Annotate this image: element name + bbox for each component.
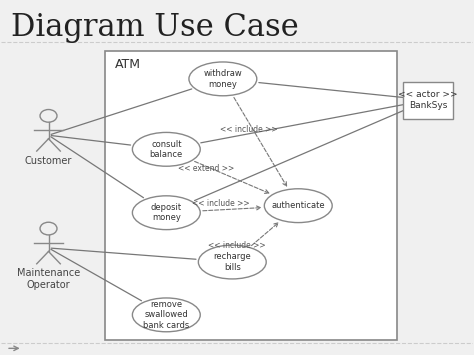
Text: << include >>: << include >>	[208, 241, 266, 250]
Text: Maintenance
Operator: Maintenance Operator	[17, 268, 80, 290]
Ellipse shape	[132, 196, 200, 230]
FancyBboxPatch shape	[403, 82, 453, 119]
Text: << actor >>
BankSys: << actor >> BankSys	[398, 90, 458, 110]
Text: << include >>: << include >>	[220, 125, 278, 135]
Ellipse shape	[198, 245, 266, 279]
Ellipse shape	[264, 189, 332, 223]
Text: deposit
money: deposit money	[151, 203, 182, 223]
Ellipse shape	[132, 132, 200, 166]
Text: ATM: ATM	[115, 58, 140, 71]
Text: consult
balance: consult balance	[150, 140, 183, 159]
Text: authenticate: authenticate	[272, 201, 325, 210]
Ellipse shape	[132, 298, 200, 332]
Text: remove
swallowed
bank cards: remove swallowed bank cards	[143, 300, 190, 330]
Text: << extend >>: << extend >>	[178, 164, 235, 173]
Text: Diagram Use Case: Diagram Use Case	[11, 12, 299, 43]
Text: Customer: Customer	[25, 155, 72, 166]
Text: recharge
bills: recharge bills	[213, 252, 251, 272]
Ellipse shape	[189, 62, 257, 96]
Text: withdraw
money: withdraw money	[203, 69, 242, 89]
Text: << include >>: << include >>	[191, 200, 249, 208]
FancyBboxPatch shape	[105, 51, 397, 339]
